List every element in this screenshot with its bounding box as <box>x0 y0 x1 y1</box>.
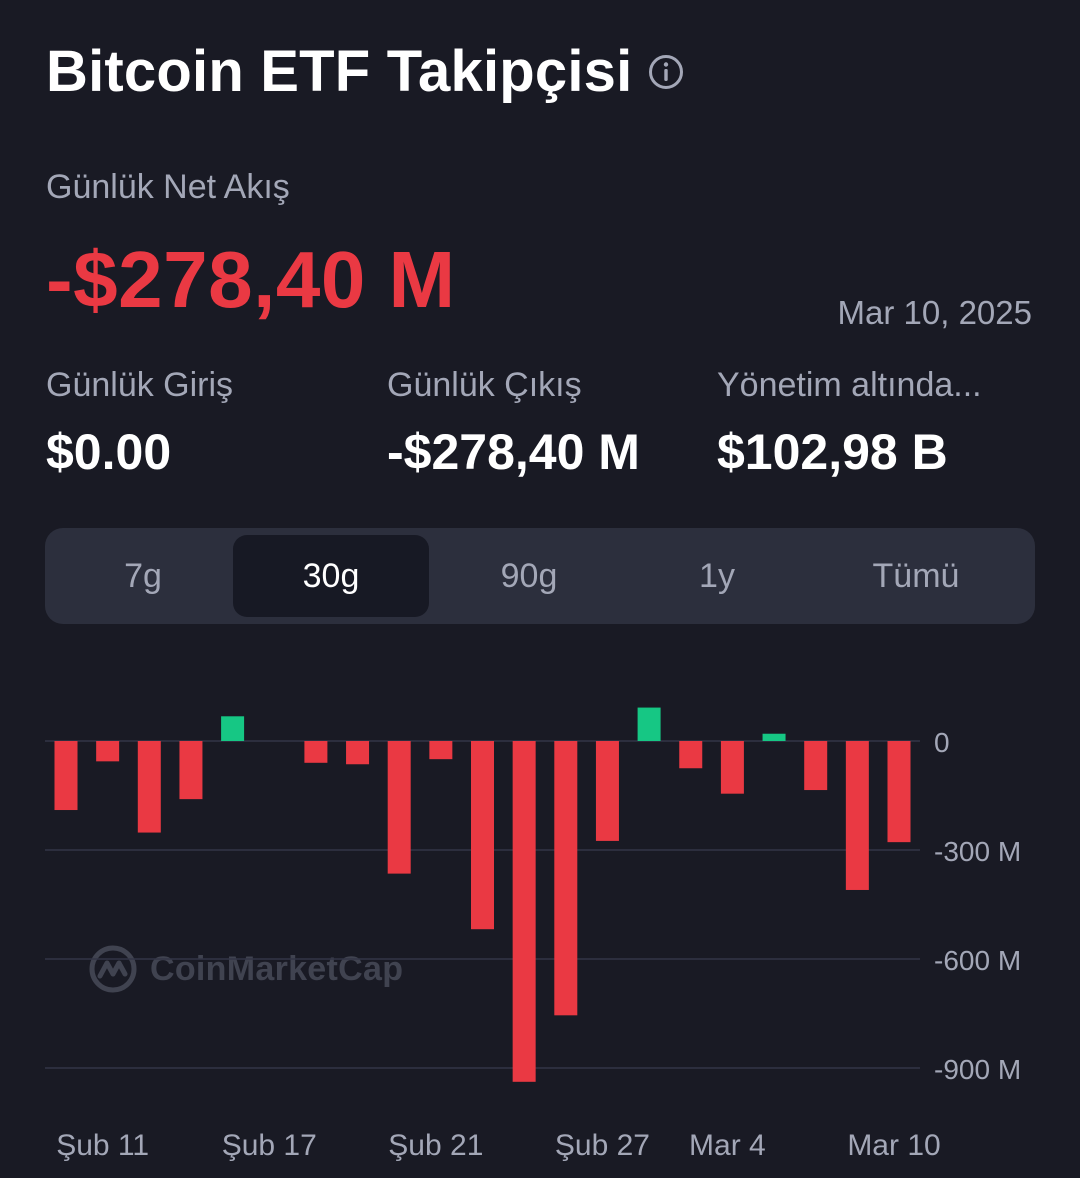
etf-flow-chart: 0 -300 M -600 M -900 M Şub 11 Şub 17 Şub 21 Şub… <box>45 707 1021 1162</box>
chart-bar[interactable] <box>554 741 578 1016</box>
tab-7g[interactable]: 7g <box>124 556 162 595</box>
y-tick-label: -300 M <box>934 836 1021 867</box>
page-header: Bitcoin ETF Takipçisi <box>46 38 684 105</box>
chart-bar[interactable] <box>429 741 453 760</box>
tab-90g[interactable]: 90g <box>500 556 558 595</box>
daily-inflow-stat: Günlük Giriş $0.00 <box>46 366 233 481</box>
daily-outflow-label: Günlük Çıkış <box>387 366 582 404</box>
daily-inflow-label: Günlük Giriş <box>46 366 234 404</box>
x-tick-label: Mar 10 <box>847 1129 940 1162</box>
chart-bar[interactable] <box>179 741 203 800</box>
x-tick-label: Mar 4 <box>689 1129 766 1162</box>
tab-tumu[interactable]: Tümü <box>872 556 960 595</box>
page-title: Bitcoin ETF Takipçisi <box>46 39 633 104</box>
chart-bar[interactable] <box>720 741 744 794</box>
aum-value: $102,98 B <box>717 424 948 480</box>
x-tick-label: Şub 17 <box>222 1129 317 1162</box>
watermark-text: CoinMarketCap <box>150 949 404 988</box>
chart-bar[interactable] <box>887 741 911 843</box>
x-tick-label: Şub 21 <box>388 1129 483 1162</box>
chart-bar[interactable] <box>595 741 619 841</box>
chart-bar[interactable] <box>387 741 411 874</box>
chart-bar[interactable] <box>137 741 161 833</box>
tab-30g[interactable]: 30g <box>233 535 429 617</box>
chart-bar[interactable] <box>845 741 869 890</box>
y-tick-label: -600 M <box>934 945 1021 976</box>
y-tick-label: 0 <box>934 727 950 758</box>
net-flow-value: -$278,40 M <box>46 235 456 324</box>
chart-bar[interactable] <box>96 741 120 762</box>
x-tick-label: Şub 11 <box>56 1129 149 1162</box>
net-flow-date: Mar 10, 2025 <box>837 294 1032 331</box>
chart-bar[interactable] <box>471 741 494 930</box>
chart-bar[interactable] <box>637 707 661 741</box>
chart-bar[interactable] <box>221 716 245 741</box>
daily-inflow-value: $0.00 <box>46 424 172 480</box>
chart-bar[interactable] <box>762 733 786 741</box>
info-icon[interactable] <box>648 54 684 90</box>
chart-bar[interactable] <box>54 741 78 811</box>
aum-label: Yönetim altında... <box>717 366 982 404</box>
net-flow-label: Günlük Net Akış <box>46 168 290 206</box>
chart-bar[interactable] <box>346 741 370 765</box>
y-tick-label: -900 M <box>934 1054 1021 1085</box>
chart-bar[interactable] <box>804 741 828 791</box>
daily-outflow-stat: Günlük Çıkış -$278,40 M <box>387 366 640 481</box>
tab-1y[interactable]: 1y <box>699 556 735 595</box>
daily-outflow-value: -$278,40 M <box>387 424 640 480</box>
watermark: CoinMarketCap <box>88 944 403 994</box>
coinmarketcap-logo-icon <box>89 945 137 993</box>
period-tabs: 7g 30g 90g 1y Tümü <box>45 528 1035 624</box>
x-tick-label: Şub 27 <box>555 1129 650 1162</box>
chart-bar[interactable] <box>679 741 703 769</box>
chart-bar[interactable] <box>304 741 328 763</box>
aum-stat: Yönetim altında... $102,98 B <box>717 366 1037 481</box>
chart-bar[interactable] <box>512 741 536 1082</box>
